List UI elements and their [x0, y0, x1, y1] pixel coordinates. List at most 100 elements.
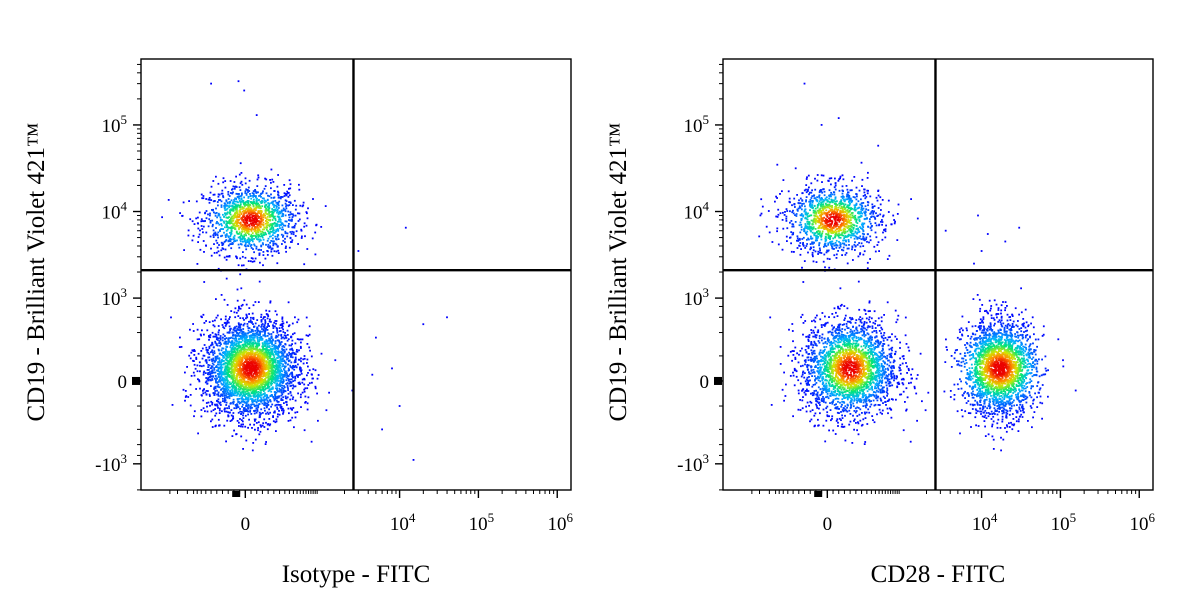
event-dot [202, 225, 205, 228]
event-dot [266, 209, 268, 212]
event-dot [219, 372, 222, 374]
event-dot [260, 316, 262, 318]
event-dot [223, 222, 226, 224]
event-dot [234, 240, 237, 242]
event-dot [264, 329, 267, 332]
event-dot [246, 325, 249, 328]
event-dot [247, 410, 250, 413]
event-dot [292, 231, 295, 234]
event-dot [217, 393, 220, 395]
event-dot [256, 386, 258, 389]
event-dot [303, 429, 306, 432]
event-dot [242, 264, 245, 267]
event-dot [297, 376, 299, 378]
event-dot [208, 197, 211, 199]
event-dot [235, 338, 238, 341]
event-dot [261, 338, 264, 341]
event-dot [217, 375, 220, 378]
event-dot [249, 407, 252, 410]
event-dot [230, 360, 233, 363]
event-dot [257, 379, 260, 381]
event-dot [209, 221, 212, 224]
event-dot [246, 390, 248, 393]
event-dot [295, 230, 298, 233]
event-dot [259, 337, 262, 340]
event-dot [213, 371, 216, 374]
event-dot [231, 346, 234, 349]
event-dot [272, 348, 274, 350]
event-dot [250, 391, 253, 394]
event-dot [272, 232, 275, 234]
event-dot [260, 353, 263, 356]
event-dot [248, 343, 251, 346]
event-dot [267, 350, 270, 353]
event-dot [256, 203, 259, 205]
event-dot [231, 363, 233, 366]
event-dot [808, 223, 811, 226]
event-dot [231, 217, 234, 220]
event-dot [227, 388, 230, 391]
event-dot [260, 371, 262, 373]
event-dot [286, 377, 289, 380]
event-dot [257, 334, 260, 337]
event-dot [207, 351, 210, 354]
event-dot [249, 364, 251, 366]
event-dot [286, 334, 289, 336]
event-dot [200, 220, 203, 223]
event-dot [276, 346, 279, 349]
event-dot [245, 215, 248, 218]
event-dot [238, 369, 241, 372]
event-dot [248, 243, 251, 245]
event-dot [197, 236, 200, 238]
event-dot [271, 386, 274, 389]
event-dot [300, 229, 303, 232]
event-dot [255, 422, 258, 424]
event-dot [279, 377, 282, 380]
event-dot [251, 228, 253, 230]
event-dot [287, 420, 290, 422]
event-dot [242, 324, 245, 327]
event-dot [232, 334, 234, 337]
event-dot [273, 210, 276, 212]
event-dot [266, 317, 269, 320]
event-dot [241, 255, 244, 258]
event-dot [264, 322, 267, 325]
event-dot [293, 332, 296, 335]
event-dot [234, 228, 236, 230]
event-dot [231, 337, 234, 340]
event-dot [220, 373, 223, 375]
event-dot [234, 186, 236, 188]
event-dot [303, 388, 306, 391]
event-dot [307, 384, 310, 386]
event-dot [276, 399, 278, 402]
event-dot [263, 197, 265, 200]
event-dot [190, 375, 193, 377]
event-dot [248, 307, 251, 309]
event-dot [272, 209, 275, 211]
event-dot [260, 368, 263, 370]
event-dot [222, 390, 225, 393]
event-dot [266, 346, 269, 348]
event-dot [260, 374, 263, 377]
event-dot [211, 378, 213, 380]
event-dot [251, 401, 254, 403]
event-dot [273, 410, 276, 413]
event-dot [282, 411, 285, 414]
event-dot [233, 214, 236, 217]
event-dot [294, 411, 297, 414]
event-dot [250, 373, 253, 376]
event-dot [293, 224, 296, 227]
event-dot [198, 338, 201, 341]
event-dot [223, 356, 226, 359]
event-dot [240, 198, 243, 201]
event-dot [219, 199, 222, 201]
event-dot [303, 355, 306, 357]
event-dot [256, 226, 258, 229]
event-dot [777, 213, 780, 216]
event-dot [217, 418, 220, 421]
event-dot [220, 382, 223, 385]
event-dot [256, 404, 258, 407]
event-dot [282, 239, 285, 242]
event-dot [215, 175, 217, 178]
event-dot [231, 331, 234, 334]
